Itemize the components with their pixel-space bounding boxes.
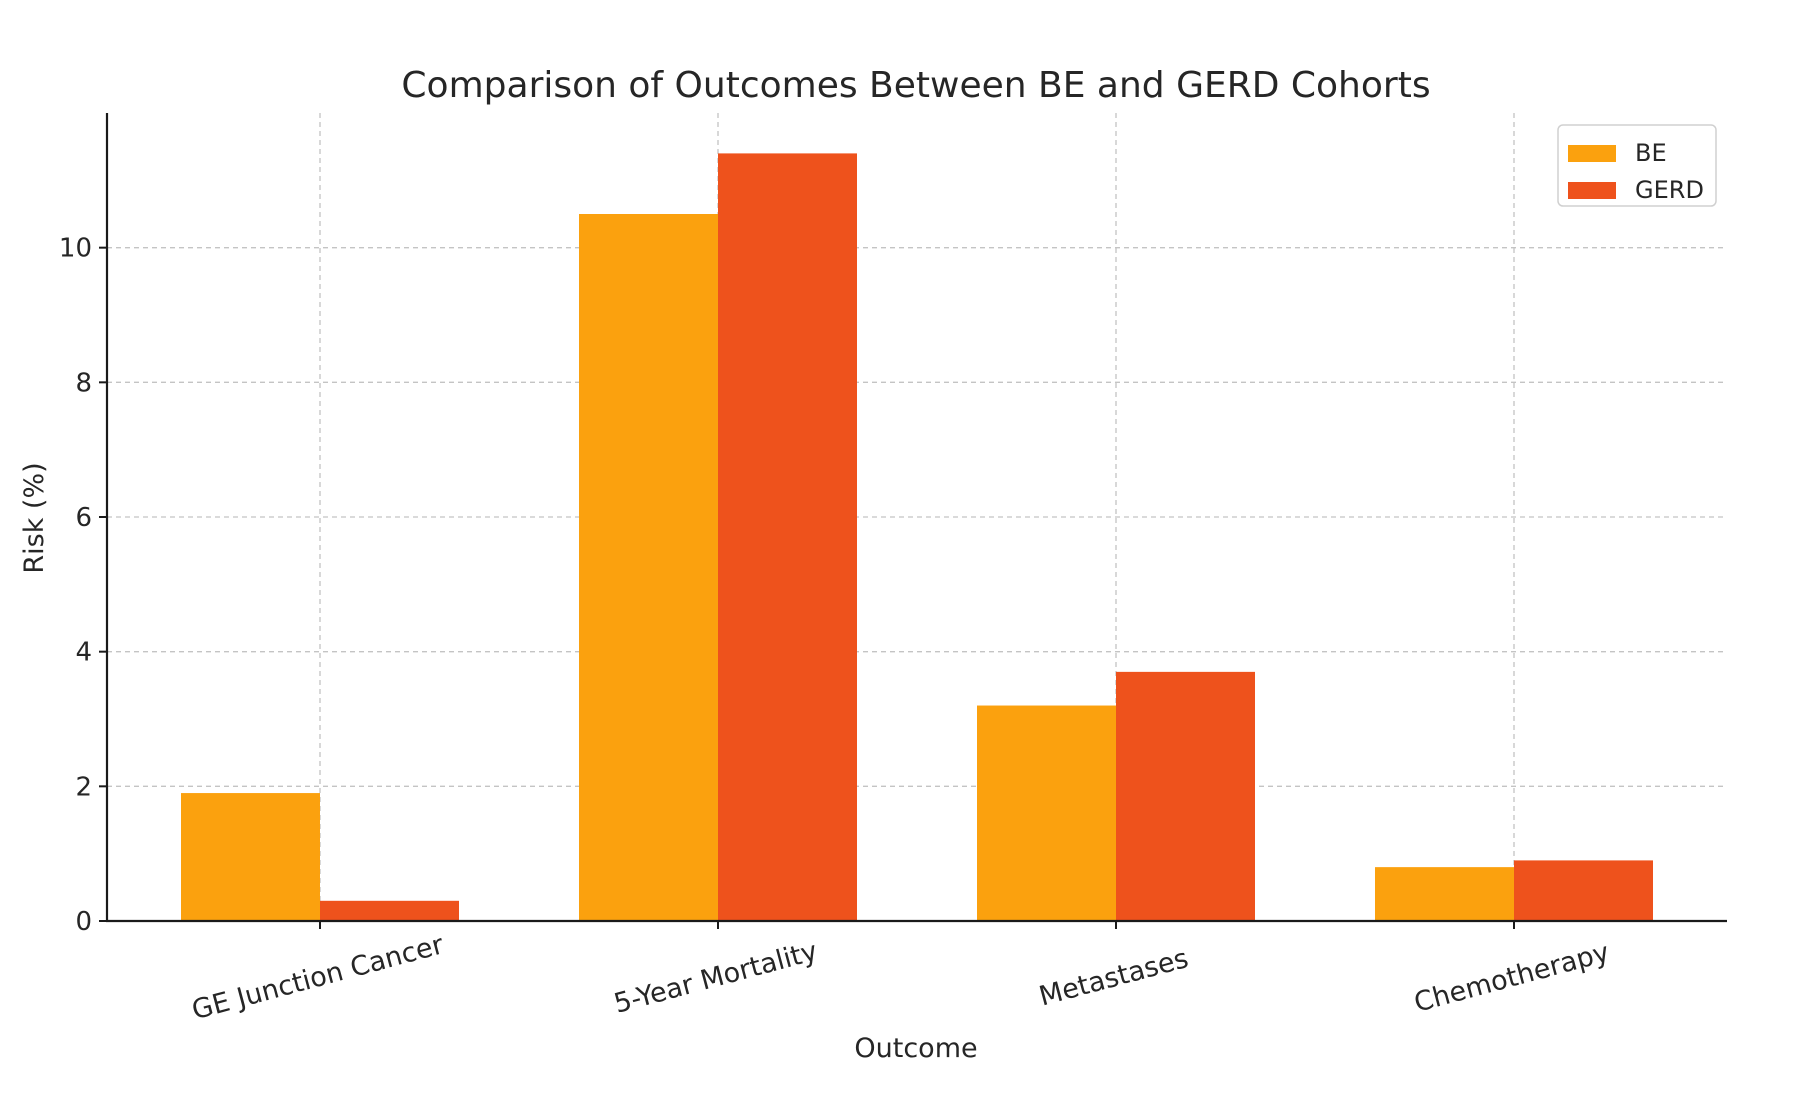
bar-be-2 <box>579 214 718 921</box>
y-tick-label: 2 <box>75 772 92 802</box>
bar-be-4 <box>1375 867 1514 921</box>
x-tick-label: Chemotherapy <box>1411 937 1613 1019</box>
y-tick-label: 0 <box>75 907 92 937</box>
bar-be-1 <box>181 793 320 921</box>
bar-gerd-4 <box>1514 860 1653 921</box>
axes-layer <box>105 113 1727 923</box>
y-tick-label: 8 <box>75 368 92 398</box>
y-tick-label: 10 <box>59 234 92 264</box>
legend-label-be: BE <box>1635 139 1667 167</box>
x-tick-label: Metastases <box>1036 943 1192 1013</box>
bar-be-3 <box>977 705 1116 921</box>
y-tick-label: 4 <box>75 638 92 668</box>
grid-layer <box>107 113 1727 921</box>
legend: BE GERD <box>1557 124 1717 207</box>
x-tick-label: GE Junction Cancer <box>189 929 448 1026</box>
bar-gerd-2 <box>718 153 857 921</box>
bars-layer <box>181 153 1653 921</box>
x-axis-label: Outcome <box>854 1033 977 1064</box>
x-tick-label: 5-Year Mortality <box>611 936 821 1020</box>
chart-title: Comparison of Outcomes Between BE and GE… <box>401 65 1430 106</box>
bar-gerd-1 <box>320 900 459 921</box>
legend-swatch-be <box>1568 145 1616 162</box>
legend-swatch-gerd <box>1568 182 1616 199</box>
y-axis-label: Risk (%) <box>19 462 50 573</box>
bar-gerd-3 <box>1116 671 1255 921</box>
y-tick-label: 6 <box>75 503 92 533</box>
legend-label-gerd: GERD <box>1635 176 1704 204</box>
